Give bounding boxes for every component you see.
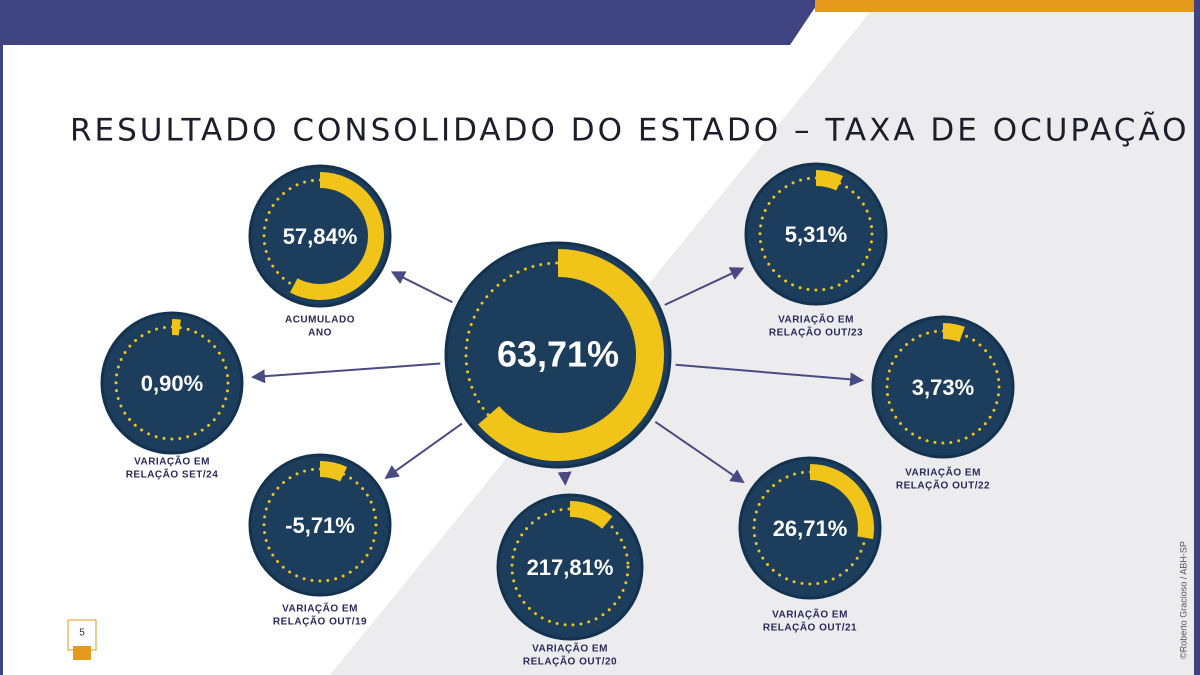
gauge-caption: VARIAÇÃO EM	[282, 602, 358, 615]
gauge-arc	[289, 172, 384, 300]
page-number: 5	[79, 628, 85, 639]
gauge-circle	[496, 493, 644, 641]
gauge-value: 63,71%	[497, 334, 619, 375]
gauge-value: 3,73%	[912, 375, 974, 400]
header-bar	[0, 0, 820, 45]
gauge-circle	[100, 311, 244, 455]
gauge-caption: VARIAÇÃO EM	[532, 642, 608, 655]
arrow	[664, 267, 745, 306]
gauge-arc	[478, 249, 664, 461]
gauge-value: 57,84%	[283, 224, 358, 249]
gauge-caption: RELAÇÃO OUT/19	[273, 615, 367, 628]
gauge-value: 0,90%	[141, 371, 203, 396]
gauge-circle	[744, 162, 888, 306]
gauge-value: 217,81%	[527, 555, 614, 580]
gauge-arc	[319, 461, 348, 482]
gauge-caption: RELAÇÃO OUT/21	[763, 621, 857, 634]
gauge-value: 26,71%	[773, 516, 848, 541]
gauge-caption: VARIAÇÃO EM	[772, 608, 848, 621]
right-border	[1194, 0, 1200, 675]
photo-credit: ©Roberto Gracioso / ABH-SP	[1178, 541, 1188, 659]
left-border	[0, 0, 3, 675]
arrow	[675, 363, 865, 387]
arrow	[250, 362, 441, 384]
gauge-circle	[871, 315, 1015, 459]
arrow	[390, 271, 453, 304]
gauge-circle	[248, 453, 392, 597]
gauge-caption: ANO	[308, 328, 332, 339]
gauge-arc	[171, 319, 181, 336]
gauge-arc	[569, 501, 613, 529]
gauge-arc	[815, 170, 844, 191]
gauge-arc	[942, 323, 965, 343]
gauge-value: 5,31%	[785, 222, 847, 247]
arrow	[384, 422, 463, 479]
gauge-value: -5,71%	[285, 513, 355, 538]
gauge-caption: VARIAÇÃO EM	[778, 313, 854, 326]
gauge-caption: VARIAÇÃO EM	[905, 466, 981, 479]
gauge-caption: VARIAÇÃO EM	[134, 455, 210, 468]
gauge-caption: RELAÇÃO OUT/22	[896, 479, 990, 492]
gauge-arc	[809, 464, 874, 540]
gauge-caption: RELAÇÃO OUT/20	[523, 655, 617, 668]
gauge-caption: RELAÇÃO OUT/23	[769, 326, 863, 339]
arrow	[557, 471, 572, 486]
header-accent	[815, 0, 1200, 12]
gauge-caption: RELAÇÃO SET/24	[126, 468, 219, 481]
page-number-accent	[73, 646, 91, 660]
arrow	[654, 420, 745, 484]
slide-title: RESULTADO CONSOLIDADO DO ESTADO – TAXA D…	[70, 113, 1200, 149]
gauge-caption: ACUMULADO	[285, 315, 355, 326]
